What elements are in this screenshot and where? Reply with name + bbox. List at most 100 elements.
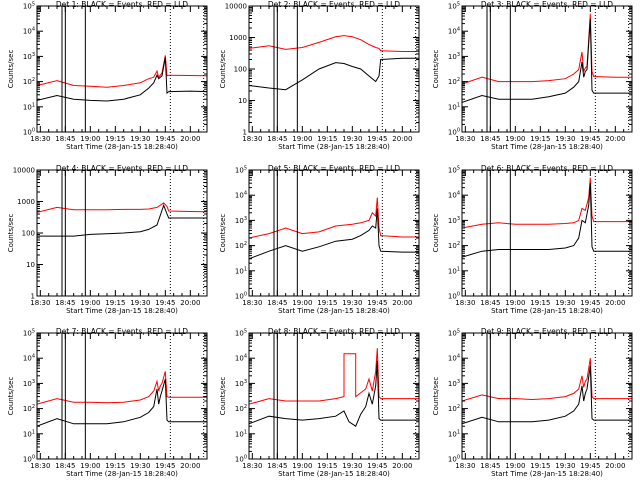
y-tick-label: 104 (23, 27, 35, 36)
series-line-lld-red (462, 358, 632, 402)
x-tick-label: 20:00 (180, 135, 200, 143)
series-line-lld-red (37, 55, 207, 88)
x-tick-label: 19:30 (342, 135, 362, 143)
x-tick-label: 18:45 (267, 135, 287, 143)
x-tick-label: 20:00 (180, 462, 200, 470)
chart-panel-4: 1 10 100 1000 10000 18:30 18:45 19:00 19:15 19:30… (7, 164, 208, 315)
y-tick-label: 105 (235, 329, 247, 338)
x-tick-label: 19:45 (155, 135, 175, 143)
x-tick-label: 19:30 (555, 135, 575, 143)
x-tick-label: 20:00 (180, 299, 200, 307)
series-line-events-black (462, 19, 632, 103)
y-tick-label: 103 (448, 52, 460, 61)
y-tick-label: 104 (235, 191, 247, 200)
y-axis-label: Counts/sec (7, 377, 15, 416)
y-tick-label: 104 (235, 354, 247, 363)
y-tick-label: 105 (448, 2, 460, 11)
y-tick-label: 101 (235, 266, 247, 275)
chart-panel-7: 100 101 102 103 104 105 18:30 18:45 19:00 19:15 19… (7, 327, 208, 478)
x-tick-label: 20:00 (605, 299, 625, 307)
x-tick-label: 19:00 (505, 462, 525, 470)
y-tick-label: 101 (448, 102, 460, 111)
y-axis-label: Counts/sec (219, 214, 227, 253)
y-tick-label: 101 (235, 429, 247, 438)
y-tick-label: 100 (448, 128, 460, 137)
y-tick-label: 10000 (225, 3, 247, 11)
plot-frame (248, 169, 420, 297)
y-tick-label: 101 (448, 266, 460, 275)
y-tick-label: 100 (448, 455, 460, 464)
y-tick-label: 102 (23, 77, 35, 86)
chart-title: Det 2: BLACK = Events, RED = LLD (268, 0, 400, 9)
x-tick-label: 19:30 (130, 135, 150, 143)
x-tick-label: 19:15 (317, 299, 337, 307)
x-tick-label: 18:45 (267, 462, 287, 470)
x-tick-label: 19:15 (317, 462, 337, 470)
series-line-events-black (37, 57, 207, 102)
chart-panel-2: 1 10 100 1000 10000 18:30 18:45 19:00 19:15 19:30… (219, 0, 420, 151)
y-tick-label: 104 (23, 354, 35, 363)
x-tick-label: 19:00 (292, 462, 312, 470)
y-tick-label: 102 (23, 404, 35, 413)
x-tick-label: 19:45 (367, 299, 387, 307)
series-line-lld-red (462, 177, 632, 229)
y-tick-label: 100 (22, 230, 35, 238)
plot-frame (36, 5, 208, 133)
series-line-lld-red (37, 371, 207, 405)
y-tick-label: 102 (448, 241, 460, 250)
x-tick-label: 19:00 (505, 135, 525, 143)
x-tick-label: 20:00 (605, 135, 625, 143)
series-line-lld-red (37, 202, 207, 213)
series-line-events-black (37, 203, 207, 237)
chart-title: Det 6: BLACK = Events, RED = LLD (481, 164, 613, 173)
x-tick-label: 19:30 (555, 462, 575, 470)
y-axis-label: Counts/sec (432, 377, 440, 416)
x-tick-label: 19:15 (530, 135, 550, 143)
x-tick-label: 18:45 (55, 135, 75, 143)
x-tick-label: 18:45 (267, 299, 287, 307)
x-tick-label: 19:15 (530, 462, 550, 470)
x-tick-label: 18:30 (455, 299, 475, 307)
x-tick-label: 18:30 (30, 135, 50, 143)
x-tick-label: 19:15 (105, 462, 125, 470)
x-tick-label: 19:45 (580, 462, 600, 470)
x-axis-label: Start Time (28-Jan-15 18:28:40) (491, 143, 603, 151)
series-line-lld-red (249, 348, 419, 405)
chart-title: Det 3: BLACK = Events, RED = LLD (481, 0, 613, 9)
x-tick-label: 18:30 (242, 135, 262, 143)
y-tick-label: 10 (238, 97, 247, 105)
series-line-events-black (249, 57, 419, 91)
chart-title: Det 5: BLACK = Events, RED = LLD (268, 164, 400, 173)
y-tick-label: 103 (235, 379, 247, 388)
x-tick-label: 19:30 (342, 462, 362, 470)
y-axis-label: Counts/sec (7, 214, 15, 253)
y-tick-label: 100 (448, 292, 460, 301)
x-tick-label: 19:00 (292, 135, 312, 143)
x-tick-label: 19:00 (80, 135, 100, 143)
x-tick-label: 19:15 (530, 299, 550, 307)
y-tick-label: 105 (235, 166, 247, 175)
x-tick-label: 19:45 (367, 135, 387, 143)
series-line-events-black (249, 360, 419, 427)
y-tick-label: 100 (234, 66, 247, 74)
y-tick-label: 1 (31, 293, 35, 301)
x-tick-label: 18:30 (455, 462, 475, 470)
y-tick-label: 1000 (17, 198, 35, 206)
y-tick-label: 100 (23, 128, 35, 137)
x-tick-label: 18:30 (242, 462, 262, 470)
x-tick-label: 19:30 (342, 299, 362, 307)
y-tick-label: 100 (235, 455, 247, 464)
x-tick-label: 18:45 (480, 462, 500, 470)
y-tick-label: 101 (23, 102, 35, 111)
y-tick-label: 102 (235, 404, 247, 413)
x-tick-label: 20:00 (392, 135, 412, 143)
y-tick-label: 105 (448, 166, 460, 175)
y-tick-label: 1000 (229, 34, 247, 42)
x-axis-label: Start Time (28-Jan-15 18:28:40) (278, 143, 390, 151)
y-axis-label: Counts/sec (219, 377, 227, 416)
x-tick-label: 18:30 (242, 299, 262, 307)
x-axis-label: Start Time (28-Jan-15 18:28:40) (491, 470, 603, 478)
x-axis-label: Start Time (28-Jan-15 18:28:40) (66, 470, 178, 478)
y-tick-label: 10 (26, 261, 35, 269)
chart-title: Det 7: BLACK = Events, RED = LLD (56, 327, 188, 336)
